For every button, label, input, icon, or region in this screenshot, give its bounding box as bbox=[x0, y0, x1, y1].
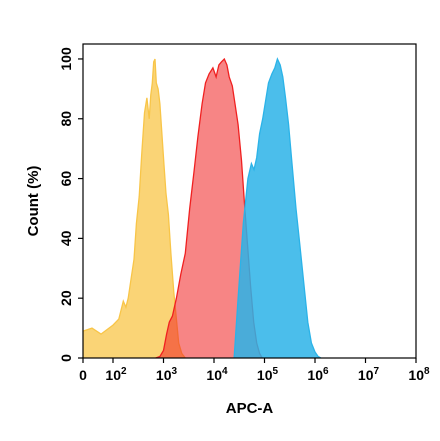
x-tick-exponent: 6 bbox=[323, 366, 329, 377]
x-tick-label: 103 bbox=[156, 366, 178, 383]
series-2-area bbox=[155, 59, 263, 358]
y-tick-label: 0 bbox=[58, 354, 74, 362]
y-tick-label: 40 bbox=[58, 230, 74, 246]
y-tick-label: 80 bbox=[58, 111, 74, 127]
x-tick-label: 105 bbox=[257, 366, 279, 383]
y-tick-label: 100 bbox=[58, 47, 74, 71]
x-tick-label: 108 bbox=[408, 366, 430, 383]
x-tick-exponent: 5 bbox=[273, 366, 279, 377]
x-tick-exponent: 7 bbox=[374, 366, 380, 377]
y-axis-title: Count (%) bbox=[25, 166, 42, 237]
x-tick-exponent: 2 bbox=[121, 366, 127, 377]
x-tick-base: 10 bbox=[156, 367, 172, 383]
x-tick-base: 10 bbox=[257, 367, 273, 383]
series-1-outline bbox=[82, 58, 186, 359]
x-tick-base: 0 bbox=[79, 367, 87, 383]
x-tick-base: 10 bbox=[206, 367, 222, 383]
x-tick-exponent: 4 bbox=[222, 366, 228, 377]
x-tick-exponent: 8 bbox=[424, 366, 430, 377]
x-tick-label: 102 bbox=[105, 366, 127, 383]
x-tick-exponent: 3 bbox=[172, 366, 178, 377]
y-tick-label: 60 bbox=[58, 171, 74, 187]
x-tick-base: 10 bbox=[358, 367, 374, 383]
x-tick-label: 107 bbox=[358, 366, 380, 383]
series-1-area bbox=[83, 59, 186, 358]
series-3-outline bbox=[233, 57, 322, 359]
x-tick-label: 0 bbox=[79, 367, 87, 383]
series-3-area bbox=[234, 59, 321, 358]
x-tick-label: 104 bbox=[206, 366, 228, 383]
x-tick-base: 10 bbox=[408, 367, 424, 383]
x-tick-base: 10 bbox=[307, 367, 323, 383]
x-tick-label: 106 bbox=[307, 366, 329, 383]
x-axis-title: APC-A bbox=[226, 400, 274, 417]
series-layer bbox=[82, 57, 322, 359]
y-tick-label: 20 bbox=[58, 290, 74, 306]
plot-frame bbox=[82, 43, 417, 359]
x-tick-base: 10 bbox=[105, 367, 121, 383]
